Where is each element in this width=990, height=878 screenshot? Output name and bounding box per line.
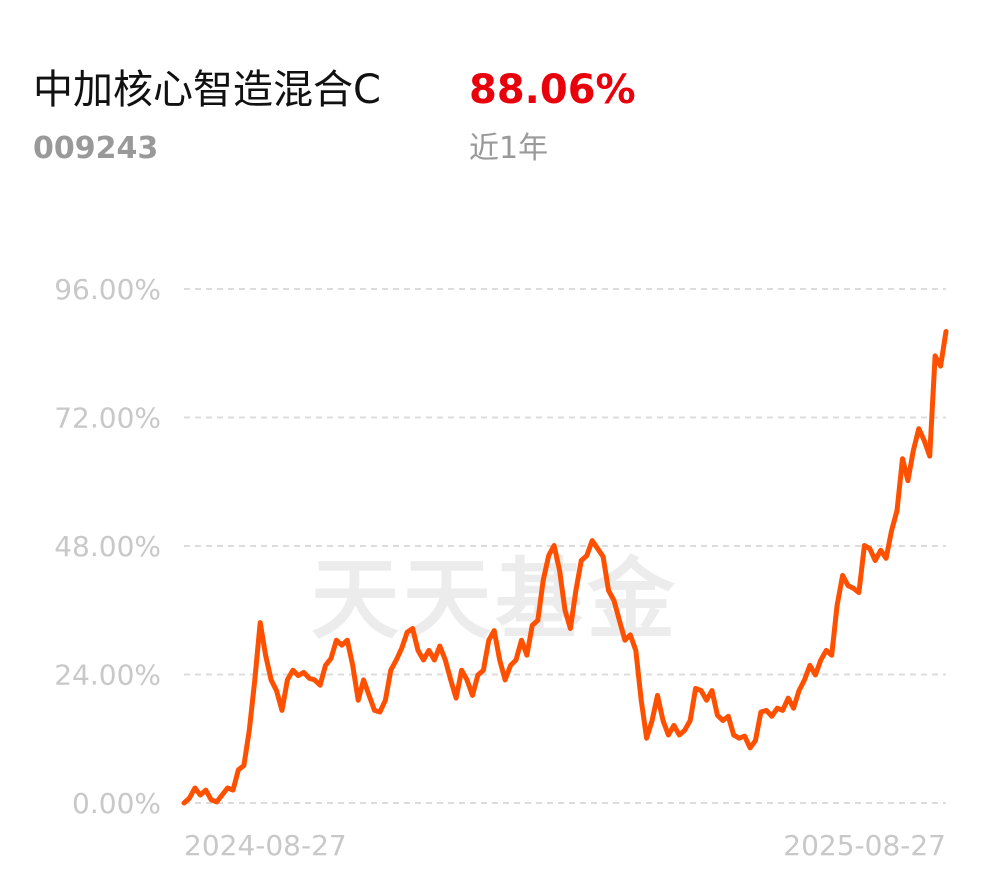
fund-code: 009243 [33, 131, 158, 166]
y-tick-label: 24.00% [54, 659, 161, 692]
x-tick-label: 2025-08-27 [783, 829, 946, 862]
fund-title: 中加核心智造混合C [33, 67, 381, 113]
series-line [181, 329, 949, 806]
y-tick-label: 0.00% [72, 787, 161, 820]
y-tick-label: 48.00% [54, 530, 161, 563]
return-value: 88.06% [469, 67, 636, 113]
x-tick-label: 2024-08-27 [184, 829, 347, 862]
plot: 0.00% 24.00% 48.00% 72.00% 96.00% 2024-08-27 2… [54, 273, 949, 862]
y-tick-label: 72.00% [54, 402, 161, 435]
y-tick-label: 96.00% [54, 273, 161, 306]
period-label: 近1年 [469, 131, 548, 166]
